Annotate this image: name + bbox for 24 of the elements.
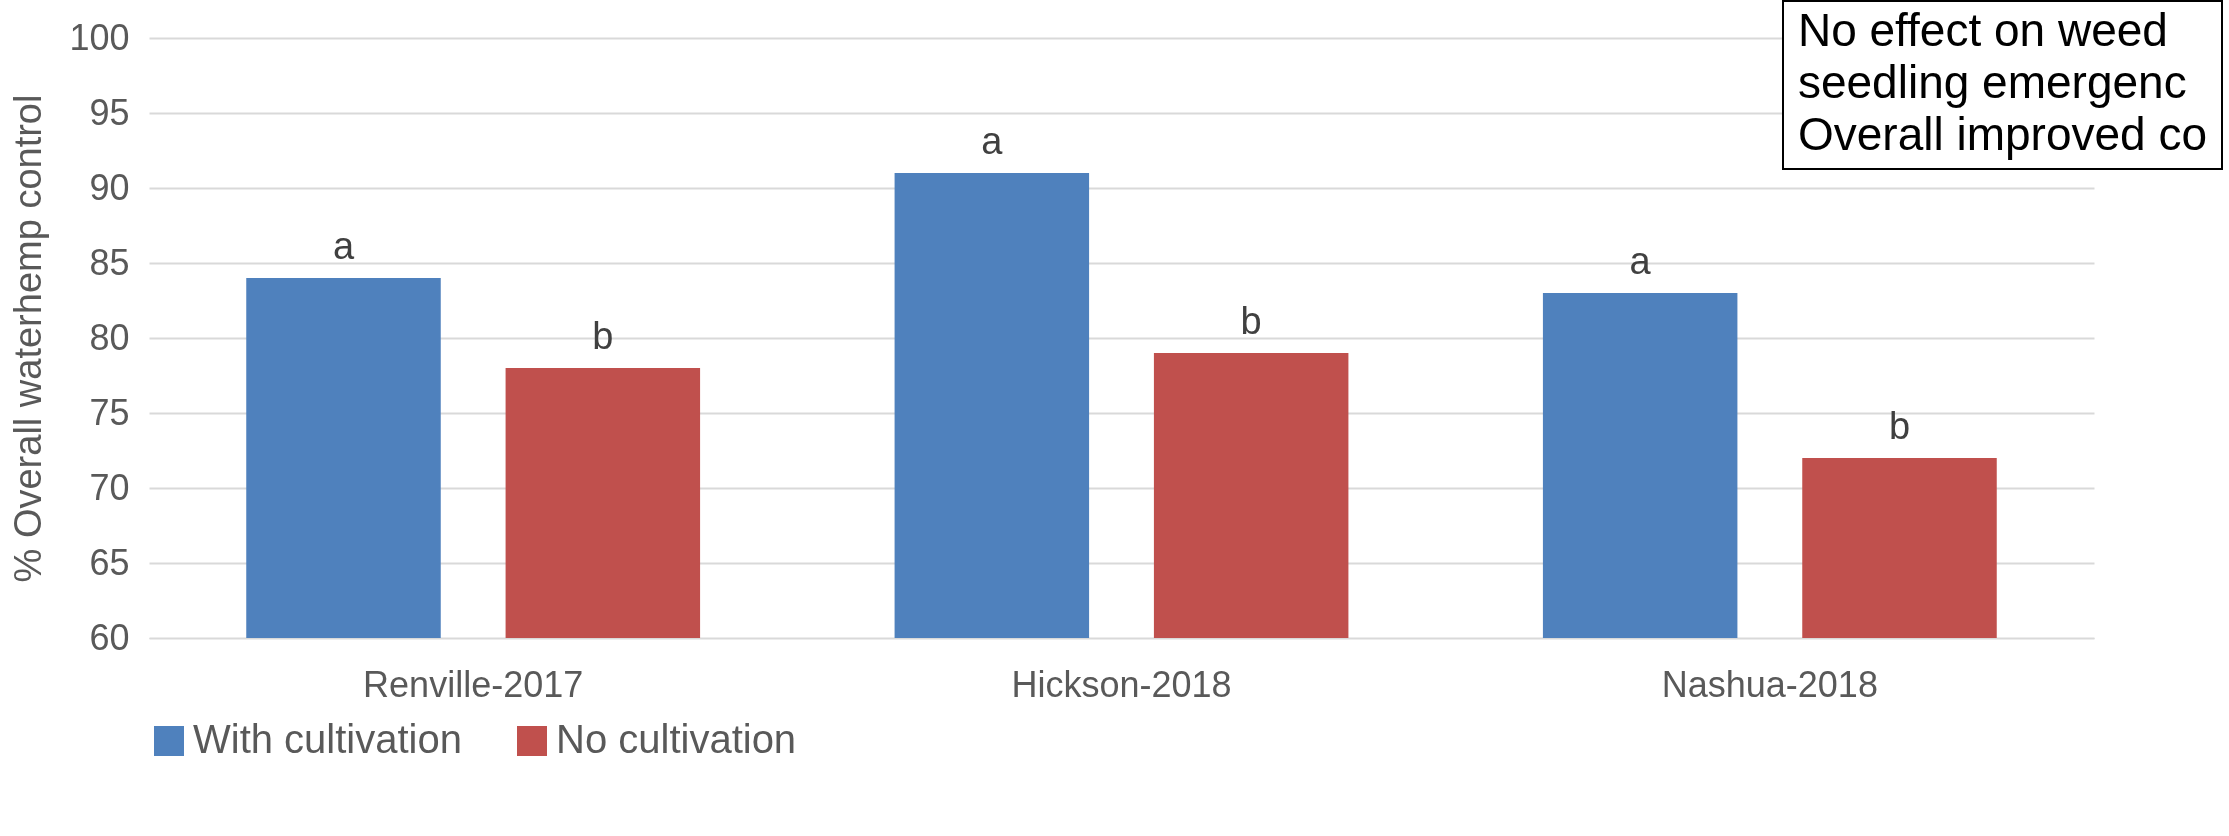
x-tick-label: Nashua-2018 <box>1661 663 1878 705</box>
data-label: a <box>981 120 1004 162</box>
legend-label: With cultivation <box>193 717 462 761</box>
y-tick-label: 75 <box>89 391 130 433</box>
y-tick-label: 85 <box>89 241 130 283</box>
y-axis-title: % Overall waterhemp control <box>7 94 50 583</box>
data-label: b <box>1240 300 1262 342</box>
y-tick-label: 60 <box>89 616 130 658</box>
legend-label: No cultivation <box>556 717 797 761</box>
y-tick-label: 95 <box>89 91 130 133</box>
y-tick-label: 90 <box>89 166 130 208</box>
x-tick-label: Renville-2017 <box>363 663 584 705</box>
y-tick-label: 65 <box>89 541 130 583</box>
annotation: Overall improved co <box>1797 108 2207 160</box>
annotation: seedling emergenc <box>1797 56 2188 108</box>
y-tick-label: 70 <box>89 466 130 508</box>
data-label: b <box>592 315 614 357</box>
data-label: a <box>332 225 355 267</box>
x-tick-label: Hickson-2018 <box>1011 663 1232 705</box>
data-label: a <box>1629 240 1652 282</box>
annotation: No effect on weed <box>1797 4 2169 56</box>
y-tick-label: 80 <box>89 316 130 358</box>
y-tick-label: 100 <box>69 16 130 58</box>
data-label: b <box>1888 405 1911 447</box>
